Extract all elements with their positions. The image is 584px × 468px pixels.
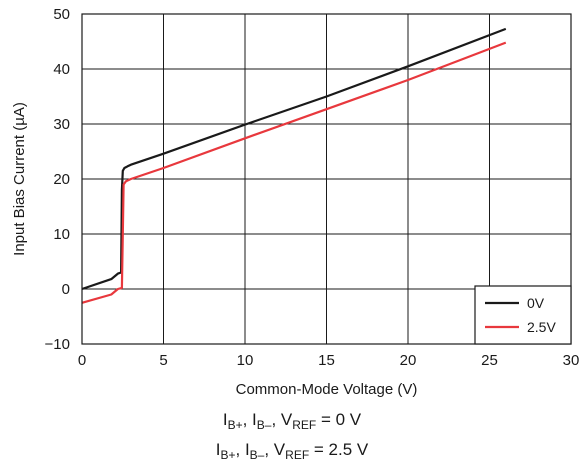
x-tick-label: 5: [159, 352, 167, 369]
legend-label: 2.5V: [527, 319, 556, 335]
legend: 0V 2.5V: [474, 285, 572, 345]
x-tick-label: 30: [563, 352, 580, 369]
caption-line-1: IB+, IB–, VREF = 0 V: [222, 410, 362, 432]
x-tick-label: 25: [481, 352, 498, 369]
x-tick-label: 0: [78, 352, 86, 369]
plot-frame: [81, 13, 572, 345]
y-tick-label: 30: [53, 116, 70, 133]
x-tick-label: 10: [237, 352, 254, 369]
series-line-1: [81, 41, 507, 304]
x-tick-label: 20: [400, 352, 417, 369]
y-tick-label: 0: [62, 281, 70, 298]
x-tick-labels: 0 5 10 15 20 25 30: [78, 352, 580, 369]
series-line-0: [81, 27, 507, 291]
bias-current-chart: 0 5 10 15 20 25 30 −10 0 10 20 30 40 50 Common-Mode …: [11, 6, 580, 398]
y-tick-label: 20: [53, 171, 70, 188]
series-group: [81, 27, 507, 304]
x-tick-label: 15: [318, 352, 335, 369]
y-tick-label: 10: [53, 226, 70, 243]
legend-box: [474, 285, 572, 345]
y-tick-label: 50: [53, 6, 70, 23]
y-tick-labels: −10 0 10 20 30 40 50: [45, 6, 70, 353]
y-tick-label: −10: [45, 336, 70, 353]
legend-label: 0V: [527, 295, 545, 311]
y-axis-label: Input Bias Current (µA): [11, 102, 28, 256]
y-tick-label: 40: [53, 61, 70, 78]
caption-line-2: IB+, IB–, VREF = 2.5 V: [215, 440, 369, 462]
x-axis-label: Common-Mode Voltage (V): [236, 381, 418, 398]
